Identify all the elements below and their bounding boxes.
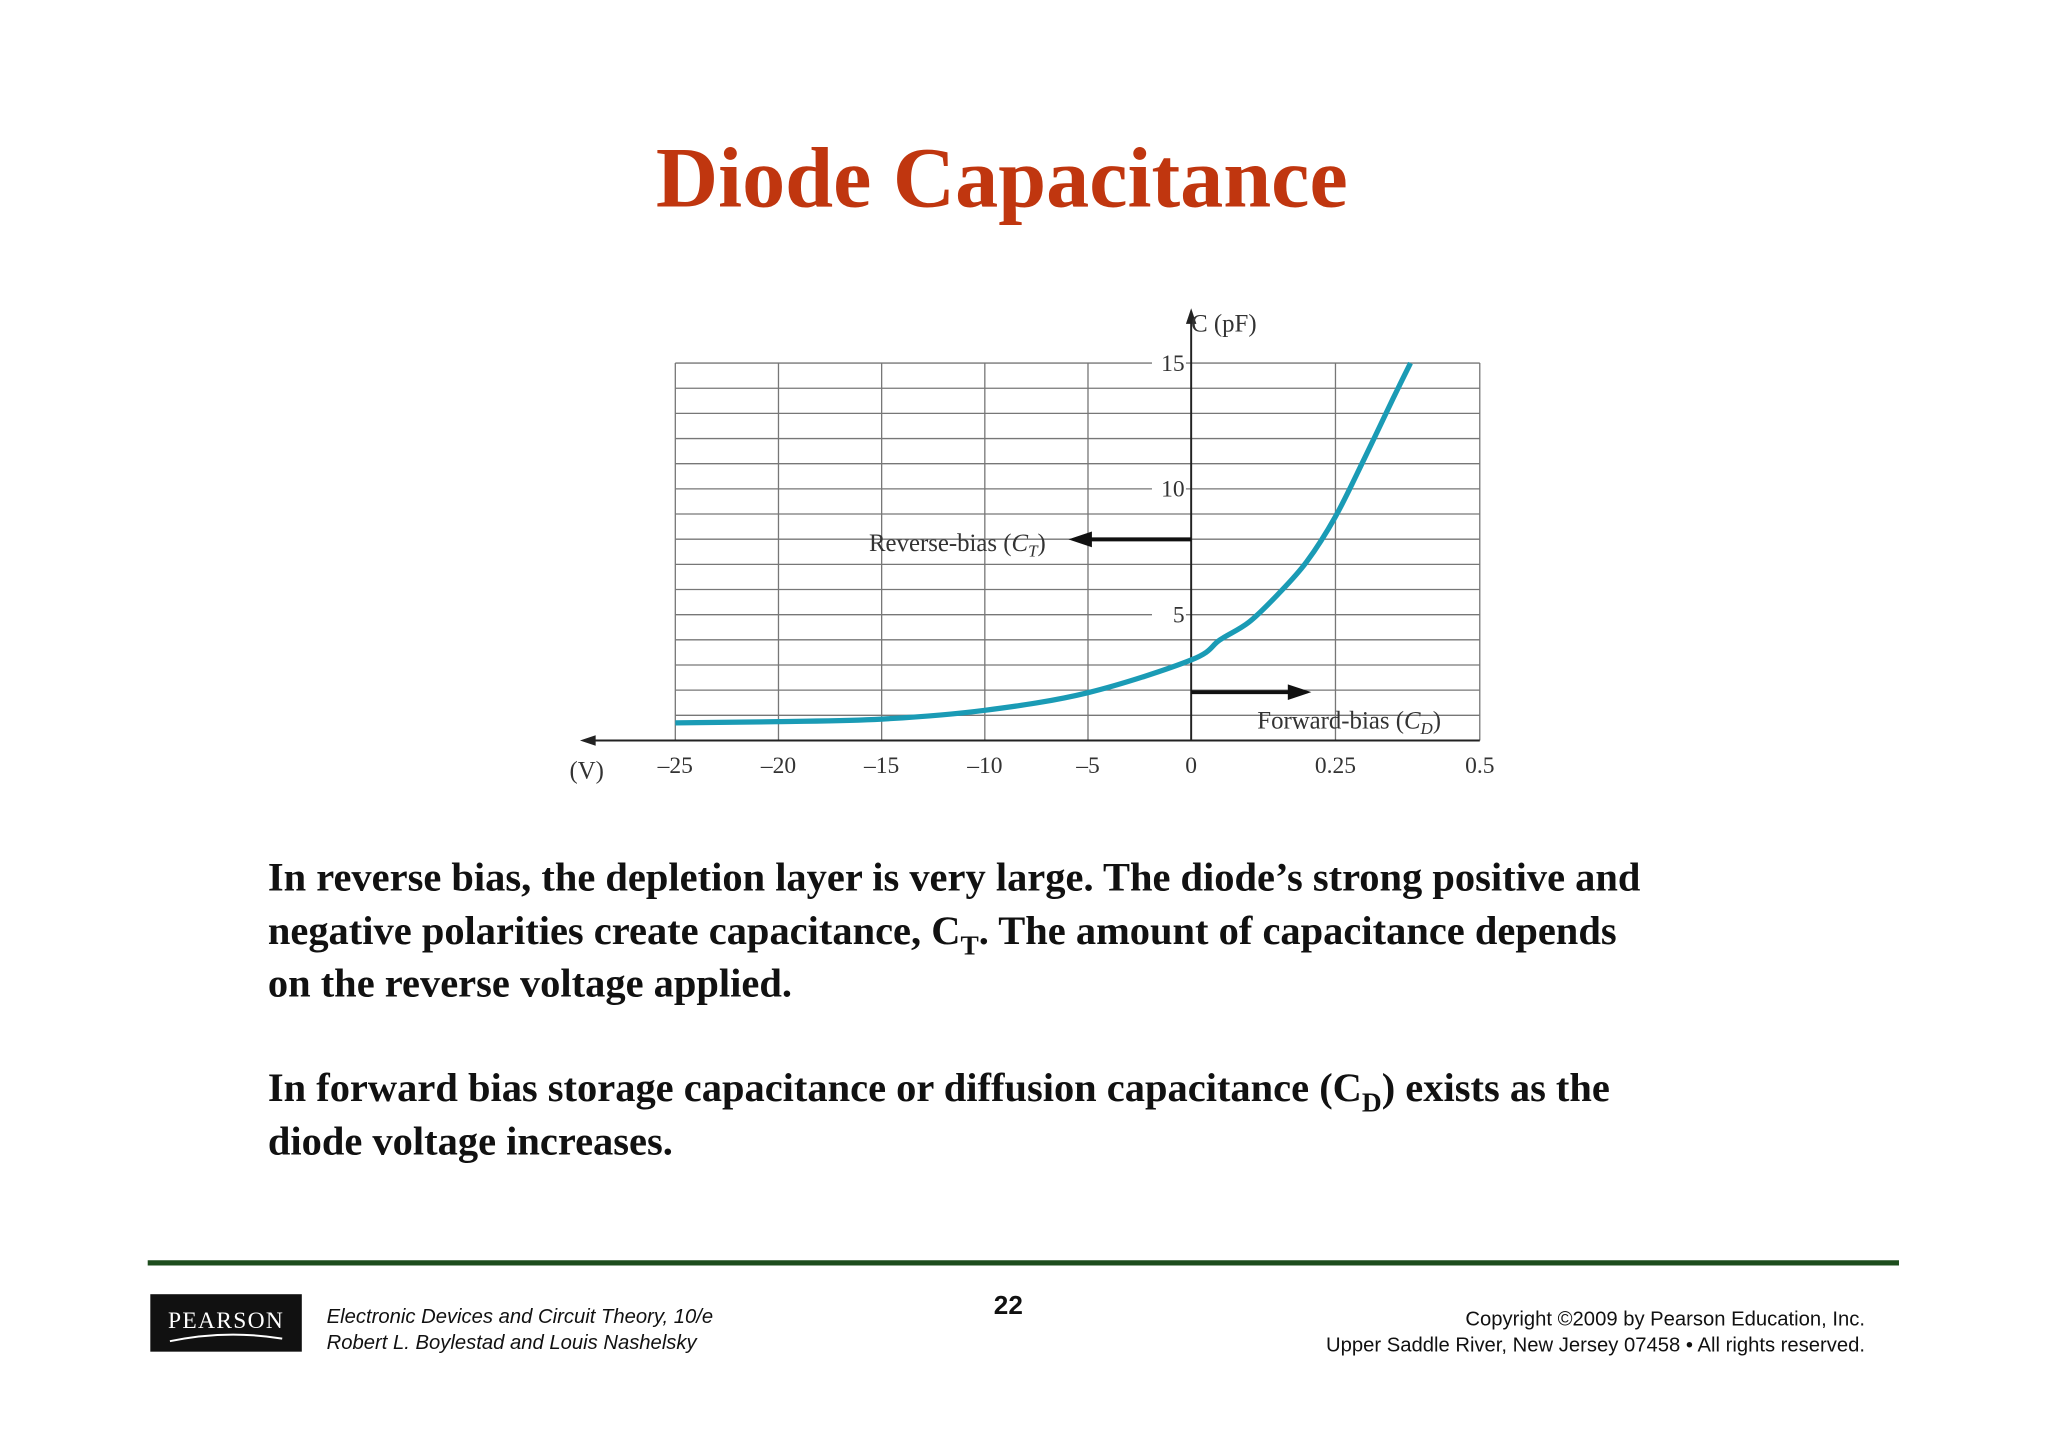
x-tick-label: 0.25 <box>1315 753 1356 779</box>
annotation-text: Forward-bias ( <box>1257 708 1404 735</box>
page-number: 22 <box>994 1290 1023 1320</box>
annotation: Forward-bias (CD) <box>1257 708 1441 738</box>
text: In forward bias storage capacitance or d… <box>268 1065 1362 1110</box>
book-title: Electronic Devices and Circuit Theory, 1… <box>327 1306 713 1328</box>
annotation-subscript: D <box>1420 719 1433 738</box>
logo-swoosh <box>169 1333 283 1343</box>
x-tick-label: –5 <box>1075 753 1100 779</box>
tick-label-bg <box>1151 477 1186 501</box>
subscript: T <box>960 931 978 961</box>
chart: –25 –20 –15 –10 –5 0 0.25 0.5 5 10 15 <box>579 308 1494 779</box>
curve <box>675 361 1413 726</box>
x-axis-arrow <box>579 735 596 746</box>
annotation-symbol: C <box>1012 530 1029 557</box>
tick-label-bg <box>1151 602 1186 627</box>
tick-label-bg <box>1151 351 1186 375</box>
y-tick-label: 15 <box>1161 351 1185 377</box>
paragraph-line: negative polarities create capacitance, … <box>268 908 1617 960</box>
paragraph-line: diode voltage increases. <box>268 1118 673 1163</box>
x-tick-label: –25 <box>657 753 693 779</box>
y-tick-label: 10 <box>1161 477 1185 503</box>
annotation-symbol: C <box>1404 708 1421 735</box>
annotation-text: ) <box>1038 530 1046 557</box>
x-axis-label: (V) <box>570 757 604 784</box>
x-tick-label: –20 <box>760 753 796 779</box>
text: negative polarities create capacitance, … <box>268 908 961 953</box>
y-axis-arrow <box>1185 308 1197 324</box>
paragraph-line: In forward bias storage capacitance or d… <box>268 1065 1610 1117</box>
x-tick-label: –10 <box>966 753 1002 779</box>
paragraph-line: In reverse bias, the depletion layer is … <box>268 855 1641 900</box>
x-tick-label: 0.5 <box>1465 753 1494 779</box>
y-tick-label: 5 <box>1173 603 1185 629</box>
annotation-arrowhead <box>1068 531 1092 548</box>
x-tick-label: 0 <box>1185 753 1197 779</box>
y-axis-label: C (pF) <box>1191 311 1256 338</box>
paragraph-line: on the reverse voltage applied. <box>268 960 792 1005</box>
text: ) exists as the <box>1382 1065 1610 1110</box>
text: . The amount of capacitance depends <box>979 908 1617 953</box>
copyright: Copyright ©2009 by Pearson Education, In… <box>1465 1309 1865 1331</box>
annotation-subscript: T <box>1028 541 1039 560</box>
slide-title: Diode Capacitance <box>656 129 1348 225</box>
annotation-text: Reverse-bias ( <box>869 530 1012 557</box>
authors: Robert L. Boylestad and Louis Nashelsky <box>327 1332 699 1354</box>
x-tick-label: –15 <box>863 753 899 779</box>
annotation-arrowhead <box>1287 684 1312 700</box>
logo <box>150 1294 302 1352</box>
logo-text: PEARSON <box>168 1308 284 1334</box>
subscript: D <box>1362 1087 1382 1117</box>
annotation-text: ) <box>1433 708 1441 735</box>
annotation: Reverse-bias (CT) <box>869 530 1046 560</box>
address: Upper Saddle River, New Jersey 07458 • A… <box>1326 1335 1865 1357</box>
